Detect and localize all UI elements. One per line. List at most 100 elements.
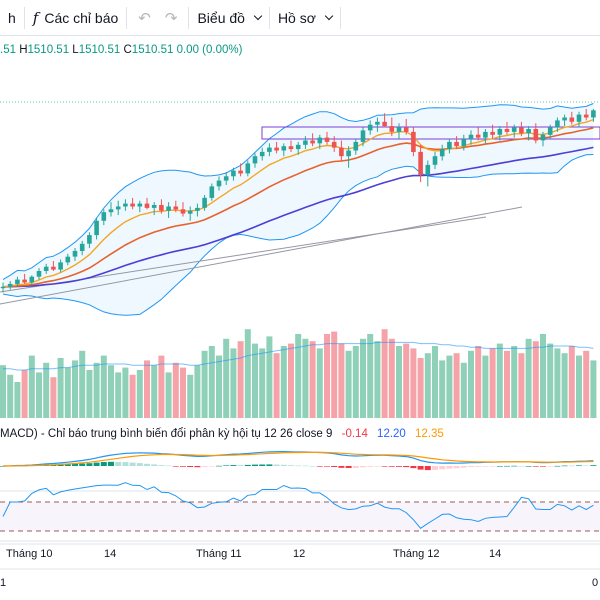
candle-body (389, 126, 395, 132)
macd-histogram-bar (403, 466, 410, 468)
candle-body (439, 149, 445, 157)
candle-body (547, 127, 553, 135)
macd-histogram-bar (57, 464, 64, 466)
volume-bar (590, 360, 597, 418)
candle-body (331, 141, 337, 148)
indicators-button[interactable]: f Các chỉ báo (25, 0, 127, 36)
bollinger-lower-line (2, 154, 594, 316)
time-axis-label: 14 (489, 548, 502, 560)
top-toolbar: h f Các chỉ báo ↶ ↷ Biểu đồ Hồ sơ (0, 0, 600, 36)
volume-bar (21, 370, 28, 418)
candle-body (540, 134, 546, 141)
candle-body (396, 127, 402, 132)
volume-bar (295, 334, 302, 418)
macd-histogram-bar (136, 463, 143, 466)
macd-histogram-bar (547, 466, 554, 467)
chart-type-label: Biểu đồ (197, 9, 245, 26)
candle-body (281, 146, 287, 151)
volume-bar (136, 370, 143, 418)
volume-bar (14, 382, 21, 418)
macd-histogram-bar (288, 465, 294, 466)
volume-bar (324, 334, 330, 418)
volume-bar (338, 343, 345, 418)
candle-body (569, 117, 575, 122)
volume-bar (568, 346, 575, 418)
redo-icon[interactable]: ↷ (164, 9, 178, 27)
history-controls: ↶ ↷ (127, 0, 188, 36)
macd-histogram-bar (187, 466, 194, 467)
volume-bar (475, 346, 482, 418)
candle-body (339, 147, 344, 157)
candle-body (15, 279, 20, 284)
candle-body (555, 120, 560, 128)
volume-bar (316, 348, 323, 418)
toolbar-divider (188, 6, 190, 29)
rsi-band (0, 502, 600, 531)
candle-body (403, 127, 409, 132)
bollinger-upper-line (2, 103, 594, 281)
candle-body (497, 129, 503, 135)
volume-bar (424, 353, 431, 418)
macd-histogram-bar (108, 461, 114, 466)
macd-histogram-bar (172, 466, 179, 467)
volume-bar (331, 331, 338, 418)
macd-histogram-bar (424, 466, 431, 471)
undo-icon[interactable]: ↶ (138, 9, 151, 27)
volume-bar (158, 355, 165, 418)
volume-bar (367, 334, 374, 418)
macd-histogram-bar (302, 465, 309, 467)
volume-bar (345, 350, 352, 418)
candle-body (303, 140, 308, 145)
candle-body (87, 235, 92, 244)
macd-histogram-bar (374, 466, 381, 467)
macd-histogram-bar (489, 466, 496, 467)
macd-histogram-bar (115, 461, 122, 466)
ohlc-legend: .51 H1510.51 L1510.51 C1510.51 0.00 (0.0… (0, 44, 242, 56)
volume-bar (36, 372, 42, 418)
interval-button[interactable]: h (0, 0, 24, 36)
macd-legend[interactable]: MACD) - Chỉ báo trung bình biến đổi phân… (0, 428, 444, 440)
macd-histogram-bar (252, 464, 258, 466)
price-chart[interactable] (0, 36, 600, 600)
candle-body (274, 147, 279, 151)
candle-body (166, 206, 171, 211)
candle-body (346, 150, 351, 157)
volume-bar (259, 348, 266, 418)
candle-body (295, 144, 301, 150)
macd-histogram-bar (93, 462, 100, 466)
time-axis-label: 12 (293, 548, 306, 560)
volume-bar (108, 365, 114, 418)
volume-bar (432, 346, 438, 418)
chevron-down-icon (324, 11, 334, 20)
candle-body (223, 176, 229, 181)
macd-histogram-bar (432, 466, 438, 470)
volume-bar (216, 355, 222, 418)
candle-body (591, 110, 596, 118)
macd-histogram-bar (266, 464, 273, 466)
candle-body (245, 163, 251, 174)
macd-histogram-bar (504, 465, 510, 467)
toolbar-divider (268, 6, 270, 29)
volume-bar (122, 367, 129, 418)
candle-body (454, 141, 459, 147)
rsi-line (2, 482, 594, 529)
volume-bar (388, 338, 395, 418)
candle-body (58, 262, 63, 270)
candle-body (144, 203, 150, 208)
candle-body (22, 279, 27, 283)
chart-type-button[interactable]: Biểu đồ (189, 0, 268, 36)
macd-hist-value: -0.14 (341, 428, 368, 440)
volume-bar (144, 360, 150, 418)
macd-histogram-bar (396, 466, 402, 467)
macd-histogram-bar (352, 466, 359, 468)
candle-body (418, 151, 423, 175)
macd-histogram-bar (381, 466, 388, 467)
candle-body (29, 276, 35, 283)
volume-bar (410, 348, 417, 418)
macd-histogram-bar (576, 465, 582, 466)
profile-label: Hồ sơ (277, 9, 316, 26)
open-value: .51 (0, 44, 16, 56)
macd-histogram-bar (525, 466, 532, 467)
profile-button[interactable]: Hồ sơ (270, 0, 340, 36)
macd-histogram-bar (324, 466, 330, 467)
